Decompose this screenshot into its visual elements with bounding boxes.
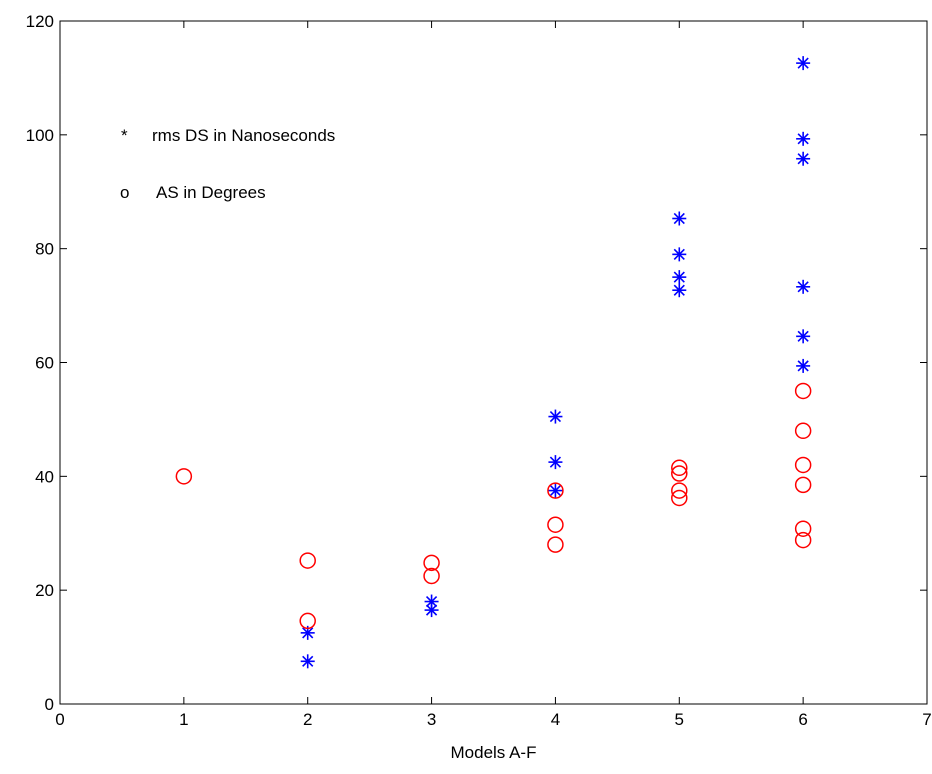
as-point-0 <box>175 468 193 485</box>
x-tick-label-6: 6 <box>798 710 807 729</box>
x-tick-label-5: 5 <box>675 710 684 729</box>
x-tick-label-7: 7 <box>922 710 931 729</box>
legend-marker-rms-ds: * <box>121 126 128 145</box>
rms-ds-point-14 <box>796 279 811 294</box>
rms-ds-point-2 <box>424 594 439 609</box>
as-point-17 <box>794 531 812 549</box>
rms-ds-point-3 <box>424 603 439 618</box>
rms-ds-point-16 <box>796 358 811 373</box>
y-tick-label-1: 20 <box>35 581 54 600</box>
x-tick-label-2: 2 <box>303 710 312 729</box>
plot-area <box>59 20 928 705</box>
rms-ds-point-13 <box>796 151 811 166</box>
rms-ds-point-12 <box>796 131 811 146</box>
rms-ds-point-15 <box>796 329 811 344</box>
legend-marker-as: o <box>120 183 129 202</box>
y-axis: 0 20 40 60 80 100 120 <box>26 12 927 714</box>
as-point-3 <box>423 554 440 572</box>
as-point-13 <box>794 422 812 440</box>
x-tick-label-3: 3 <box>427 710 436 729</box>
y-tick-label-2: 40 <box>35 467 54 486</box>
x-tick-label-1: 1 <box>179 710 188 729</box>
y-tick-label-6: 120 <box>26 12 54 31</box>
rms-ds-point-5 <box>548 455 563 470</box>
as-point-6 <box>547 516 564 533</box>
as-point-5 <box>547 482 564 499</box>
as-point-9 <box>671 465 688 482</box>
y-tick-label-3: 60 <box>35 354 54 373</box>
as-point-8 <box>671 459 688 477</box>
series-0 <box>300 56 811 669</box>
as-point-2 <box>299 612 316 630</box>
x-tick-label-4: 4 <box>551 710 560 729</box>
rms-ds-point-7 <box>672 211 687 226</box>
rms-ds-point-6 <box>548 483 563 498</box>
series-1 <box>175 382 812 630</box>
rms-ds-point-4 <box>548 409 563 424</box>
rms-ds-point-9 <box>672 270 687 285</box>
y-tick-label-4: 80 <box>35 240 54 259</box>
as-point-15 <box>794 476 812 494</box>
rms-ds-point-8 <box>672 247 687 262</box>
rms-ds-point-10 <box>672 283 687 298</box>
as-point-1 <box>299 552 316 569</box>
as-point-4 <box>423 567 440 585</box>
data-points <box>175 56 812 669</box>
as-point-12 <box>794 382 812 400</box>
as-point-10 <box>671 482 688 499</box>
rms-ds-point-1 <box>300 654 315 669</box>
rms-ds-point-11 <box>796 56 811 71</box>
y-tick-label-0: 0 <box>45 695 54 714</box>
as-point-7 <box>547 536 564 553</box>
legend-label-as: AS in Degrees <box>156 183 266 202</box>
legend: * rms DS in Nanoseconds o AS in Degrees <box>120 126 335 202</box>
x-tick-label-0: 0 <box>55 710 64 729</box>
legend-label-rms-ds: rms DS in Nanoseconds <box>152 126 335 145</box>
y-tick-label-5: 100 <box>26 126 54 145</box>
x-axis: 0 1 2 3 4 5 6 7 <box>55 21 932 729</box>
as-point-11 <box>671 489 688 507</box>
x-axis-label: Models A-F <box>451 743 537 762</box>
as-point-14 <box>794 456 812 474</box>
as-point-16 <box>794 520 812 537</box>
